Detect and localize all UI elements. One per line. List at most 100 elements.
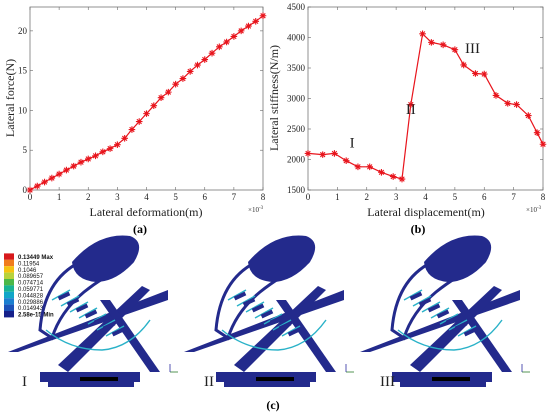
ticks-a: 0 1 2 3 4 5 6 7 8 0 5 10 15 20 xyxy=(18,7,266,202)
data-point xyxy=(525,112,532,119)
x-tick-label: 5 xyxy=(453,192,458,202)
y-tick-label: 3500 xyxy=(287,63,306,73)
x-tick-label: 6 xyxy=(203,192,208,202)
legend-value: 0.074714 xyxy=(18,281,44,287)
ylabel-a: Lateral force(N) xyxy=(3,59,17,137)
y-tick-label: 4500 xyxy=(287,2,306,12)
data-point xyxy=(492,92,500,99)
data-point xyxy=(172,80,179,88)
xlabel-b: Lateral displacement(m) xyxy=(367,205,485,219)
data-point xyxy=(223,38,230,46)
plot-frame-b xyxy=(307,6,544,191)
chart-lateral-force: 0 1 2 3 4 5 6 7 8 0 5 10 15 20 Lateral deformation(m)… xyxy=(3,6,267,236)
legend-value: 2.58e-15 Min xyxy=(18,313,54,319)
x-tick-label: 3 xyxy=(115,192,120,202)
legend-swatch xyxy=(4,285,14,292)
data-point xyxy=(92,152,99,160)
head-block xyxy=(248,235,316,282)
x-tick-label: 8 xyxy=(261,192,266,202)
rib-block xyxy=(102,321,116,331)
xlabel-a: Lateral deformation(m) xyxy=(90,205,203,219)
legend-swatch xyxy=(4,253,14,260)
x-multiplier-a-exp: -3 xyxy=(259,206,264,211)
contact-arc xyxy=(221,319,327,351)
x-tick-label: 1 xyxy=(335,192,340,202)
y-tick-label: 20 xyxy=(18,26,28,36)
data-point xyxy=(41,178,48,186)
x-multiplier-b: ×10-3 xyxy=(526,206,542,214)
contour-legend: 0.13449 Max0.119540.10460.0896570.074714… xyxy=(4,253,54,319)
legend-swatch xyxy=(4,304,14,311)
data-point xyxy=(504,100,512,107)
data-point xyxy=(398,175,406,183)
data-point xyxy=(304,150,312,157)
data-point xyxy=(230,33,238,40)
contact-rib xyxy=(227,289,247,301)
legend-value: 0.11954 xyxy=(18,261,40,267)
rib-block xyxy=(454,321,468,331)
base-bottom xyxy=(400,382,486,387)
rib-block xyxy=(242,297,256,307)
data-point xyxy=(194,61,201,69)
contact-rib xyxy=(403,289,423,301)
rib-block xyxy=(418,297,432,307)
contact-rib xyxy=(87,313,107,325)
data-point xyxy=(121,134,128,142)
data-point xyxy=(128,126,136,133)
data-point xyxy=(135,118,143,125)
data-point xyxy=(55,170,63,178)
data-point xyxy=(26,186,34,194)
x-tick-label: 3 xyxy=(394,192,399,202)
y-tick-label: 0 xyxy=(23,185,28,195)
series-lateral-force xyxy=(26,12,267,194)
contact-rib xyxy=(78,307,98,319)
base-slot xyxy=(80,377,118,381)
data-point xyxy=(407,101,415,108)
plot-frame-a xyxy=(29,6,264,191)
legend-value: 0.13449 Max xyxy=(18,255,54,261)
contact-arc xyxy=(397,319,503,351)
stage-annotation: I xyxy=(350,135,355,151)
data-point xyxy=(114,141,121,148)
x-tick-label: 0 xyxy=(28,192,33,202)
contact-rib xyxy=(439,313,459,325)
data-point xyxy=(237,27,245,35)
data-point xyxy=(319,151,326,158)
contact-rib xyxy=(263,313,283,325)
fea-model xyxy=(360,235,530,387)
data-point xyxy=(179,75,187,82)
stage-labels-c: I II III xyxy=(22,374,395,390)
y-tick-label: 10 xyxy=(18,105,28,115)
base-slot xyxy=(256,377,294,381)
y-tick-label: 2000 xyxy=(287,155,306,165)
legend-swatch xyxy=(4,259,14,267)
x-tick-label: 1 xyxy=(57,192,62,202)
x-tick-label: 2 xyxy=(86,192,91,202)
contact-rib xyxy=(457,325,477,337)
panel-label-c: (c) xyxy=(266,398,279,412)
data-point xyxy=(186,68,194,75)
contact-rib xyxy=(412,295,432,307)
rib-block xyxy=(409,291,423,301)
rib-block xyxy=(278,321,292,331)
contact-rib xyxy=(448,319,468,331)
base-slot xyxy=(432,377,470,381)
rib-block xyxy=(251,303,265,313)
data-point xyxy=(419,30,426,38)
data-point xyxy=(165,88,172,96)
data-point xyxy=(389,173,397,180)
rib-block xyxy=(93,315,107,325)
data-point xyxy=(259,12,267,20)
y-tick-label: 2500 xyxy=(287,124,306,134)
data-point xyxy=(63,166,70,174)
data-point xyxy=(70,162,77,170)
contact-rib xyxy=(272,319,292,331)
rib-block xyxy=(84,309,98,319)
x-tick-label: 6 xyxy=(482,192,487,202)
legend-value: 0.044828 xyxy=(18,293,44,299)
data-point xyxy=(378,169,385,176)
data-point xyxy=(533,129,541,136)
data-point xyxy=(245,22,252,30)
legend-swatch xyxy=(4,298,14,305)
